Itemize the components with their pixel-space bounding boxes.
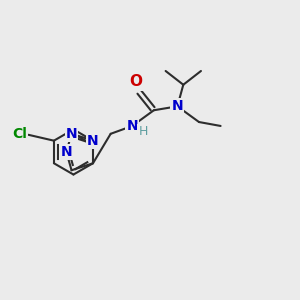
- Text: N: N: [66, 127, 77, 141]
- Text: N: N: [126, 119, 138, 133]
- Text: N: N: [61, 145, 72, 159]
- Text: H: H: [138, 125, 148, 138]
- Text: N: N: [87, 134, 99, 148]
- Text: O: O: [130, 74, 143, 89]
- Text: N: N: [172, 99, 183, 113]
- Text: Cl: Cl: [12, 127, 27, 141]
